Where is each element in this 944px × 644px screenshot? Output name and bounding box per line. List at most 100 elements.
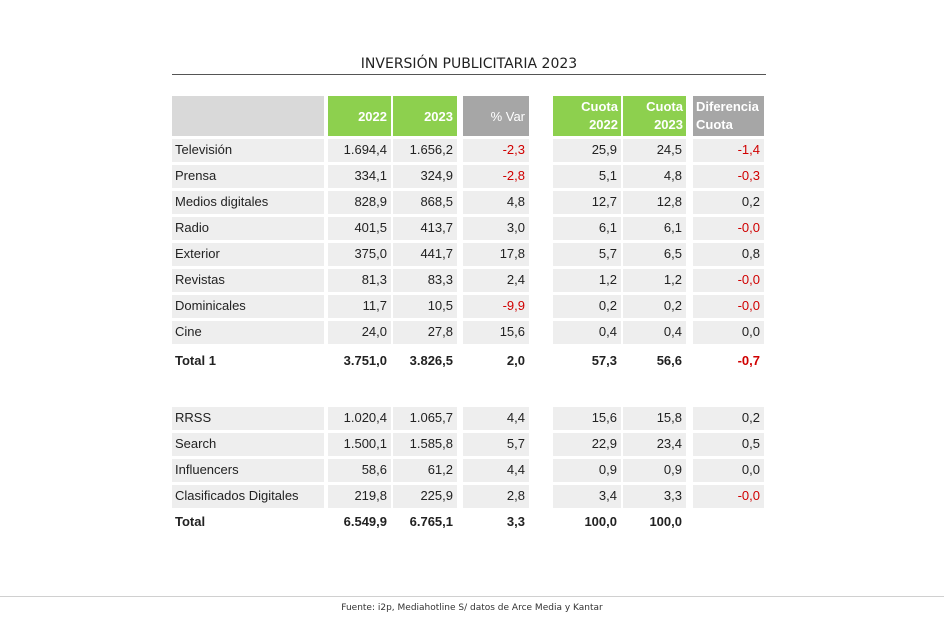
row-label: Prensa [172,165,324,188]
cell-y2022: 58,6 [328,459,391,482]
cell-c23: 1,2 [623,269,686,292]
cell-y2022: 1.020,4 [328,407,391,430]
header-cuota-2022: Cuota 2022 [553,96,621,136]
cell-var: 4,4 [463,407,529,430]
footer-divider [0,596,944,597]
cell-c22: 57,3 [591,353,617,368]
cell-dif: 0,2 [693,191,764,214]
cell-dif: 0,0 [693,321,764,344]
cell-y2023: 1.656,2 [393,139,457,162]
cell-c22: 12,7 [553,191,621,214]
row-label: Search [172,433,324,456]
row-label: Cine [172,321,324,344]
cell-c23: 100,0 [649,514,682,529]
cell-y2022: 401,5 [328,217,391,240]
cell-c22: 5,7 [553,243,621,266]
cell-c23: 6,1 [623,217,686,240]
cell-c22: 1,2 [553,269,621,292]
footer-source: Fuente: i2p, Mediahotline S/ datos de Ar… [341,603,603,613]
title-divider [172,74,766,75]
cell-c22: 5,1 [553,165,621,188]
cell-y2023: 868,5 [393,191,457,214]
cell-c22: 22,9 [553,433,621,456]
cell-dif: -0,0 [693,269,764,292]
header-cuota-2023-line2: 2023 [654,117,683,132]
cell-y2023: 324,9 [393,165,457,188]
cell-y2023: 61,2 [393,459,457,482]
cell-c23: 56,6 [656,353,682,368]
cell-c23: 3,3 [623,485,686,508]
cell-c23: 15,8 [623,407,686,430]
cell-var: -2,8 [463,165,529,188]
header-cuota-2022-line1: Cuota [581,99,618,114]
row-label: Medios digitales [172,191,324,214]
header-diferencia-line2: Cuota [696,117,733,132]
cell-var: 2,4 [463,269,529,292]
header-2023: 2023 [393,96,457,136]
header-cuota-2023-line1: Cuota [646,99,683,114]
header-cuota-2022-line2: 2022 [589,117,618,132]
cell-var: 5,7 [463,433,529,456]
cell-y2023: 6.765,1 [409,514,453,529]
header-2022: 2022 [328,96,391,136]
cell-y2022: 375,0 [328,243,391,266]
cell-y2023: 1.585,8 [393,433,457,456]
cell-c23: 0,2 [623,295,686,318]
cell-y2022: 24,0 [328,321,391,344]
header-2022-label: 2022 [358,109,387,124]
cell-y2022: 828,9 [328,191,391,214]
cell-var: 17,8 [463,243,529,266]
cell-c23: 6,5 [623,243,686,266]
cell-dif: 0,0 [693,459,764,482]
cell-dif: 0,2 [693,407,764,430]
cell-c22: 15,6 [553,407,621,430]
cell-var: 3,0 [463,217,529,240]
cell-c23: 24,5 [623,139,686,162]
cell-y2023: 413,7 [393,217,457,240]
cell-dif: 0,8 [693,243,764,266]
cell-y2022: 1.694,4 [328,139,391,162]
cell-var: -9,9 [463,295,529,318]
cell-dif: -0,7 [737,353,760,368]
cell-y2023: 225,9 [393,485,457,508]
cell-y2023: 83,3 [393,269,457,292]
row-label: Exterior [172,243,324,266]
cell-c23: 12,8 [623,191,686,214]
cell-dif: 0,5 [693,433,764,456]
cell-dif: -0,0 [693,217,764,240]
header-label-cell [172,96,324,136]
cell-c23: 0,4 [623,321,686,344]
cell-var: 2,0 [506,353,525,368]
cell-c23: 0,9 [623,459,686,482]
row-label: Televisión [172,139,324,162]
cell-c23: 4,8 [623,165,686,188]
cell-var: 2,8 [463,485,529,508]
header-diferencia-line1: Diferencia [696,99,759,114]
cell-y2023: 10,5 [393,295,457,318]
cell-y2023: 27,8 [393,321,457,344]
cell-y2023: 441,7 [393,243,457,266]
cell-y2022: 3.751,0 [343,353,387,368]
cell-c22: 0,2 [553,295,621,318]
cell-dif: -1,4 [693,139,764,162]
row-label: Dominicales [172,295,324,318]
header-2023-label: 2023 [424,109,453,124]
cell-dif: -0,3 [693,165,764,188]
cell-c22: 0,9 [553,459,621,482]
cell-var: 3,3 [506,514,525,529]
row-label: Total [175,514,206,529]
cell-y2022: 1.500,1 [328,433,391,456]
row-label: Radio [172,217,324,240]
row-label: Revistas [172,269,324,292]
cell-c22: 25,9 [553,139,621,162]
row-label: Total 1 [175,353,216,368]
cell-dif: -0,0 [693,295,764,318]
row-label: RRSS [172,407,324,430]
cell-y2023: 1.065,7 [393,407,457,430]
cell-c22: 6,1 [553,217,621,240]
cell-y2022: 219,8 [328,485,391,508]
cell-var: 4,8 [463,191,529,214]
cell-var: 15,6 [463,321,529,344]
cell-c22: 3,4 [553,485,621,508]
cell-y2023: 3.826,5 [409,353,453,368]
